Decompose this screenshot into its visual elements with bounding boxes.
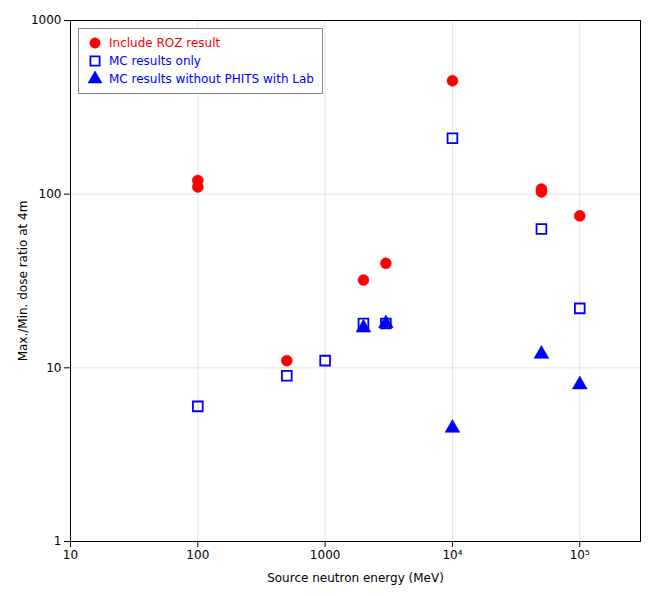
svg-text:1: 1 [54,534,62,548]
svg-text:1000: 1000 [310,548,341,562]
svg-text:Max./Min. dose ratio at 4m: Max./Min. dose ratio at 4m [16,201,30,362]
svg-text:Source neutron energy (MeV): Source neutron energy (MeV) [267,571,444,585]
svg-text:10: 10 [63,548,78,562]
html-text:MC results only: MC results only [109,54,201,68]
svg-text:10⁵: 10⁵ [570,548,590,562]
svg-text:10⁴: 10⁴ [442,548,462,562]
svg-text:100: 100 [186,548,209,562]
svg-text:100: 100 [39,187,62,201]
html-text:Include ROZ result: Include ROZ result [109,36,221,50]
svg-text:1000: 1000 [31,13,62,27]
html-text:MC results without PHITS with: MC results without PHITS with Lab [109,72,314,86]
svg-text:10: 10 [46,361,61,375]
